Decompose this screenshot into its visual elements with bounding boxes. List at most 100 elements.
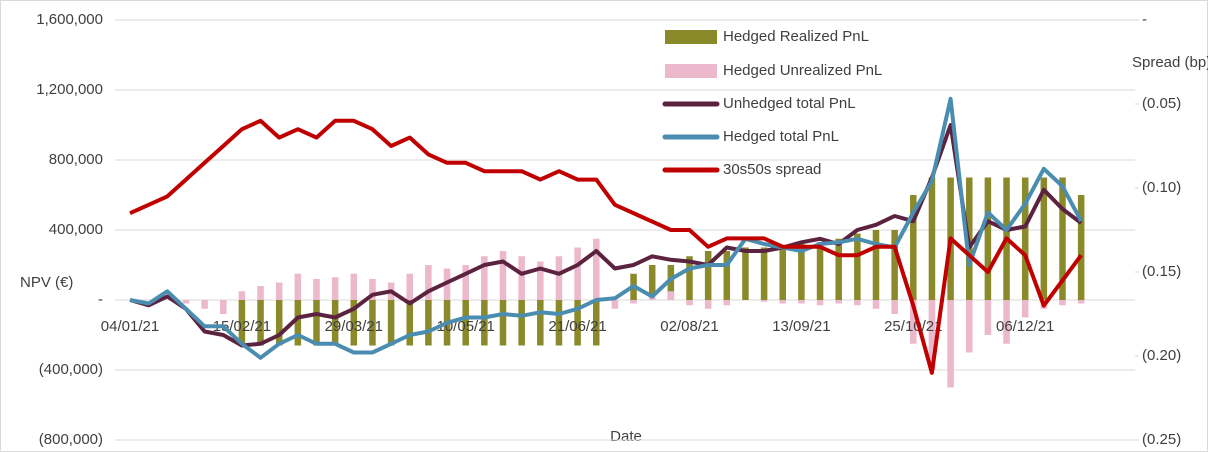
bar: [779, 247, 787, 300]
bar: [462, 265, 469, 300]
y2-tick-label: (0.10): [1142, 179, 1181, 196]
bar: [742, 247, 749, 300]
bar: [798, 300, 805, 304]
bar: [425, 265, 432, 300]
y2-tick-label: (0.15): [1142, 263, 1181, 280]
bar: [518, 256, 525, 300]
bar: [835, 238, 842, 300]
x-tick-label: 21/06/21: [548, 318, 606, 335]
bar: [481, 256, 488, 300]
bar: [928, 177, 936, 300]
bar: [499, 251, 507, 300]
bar: [313, 279, 320, 300]
bar: [984, 177, 992, 300]
bar: [779, 300, 787, 304]
bar: [611, 300, 619, 309]
y-axis-label: NPV (€): [20, 274, 73, 291]
bar: [518, 300, 525, 346]
bar: [201, 300, 208, 309]
legend-label: 30s50s spread: [723, 161, 821, 178]
bar: [574, 300, 581, 346]
bar: [574, 247, 581, 300]
bar: [481, 300, 488, 346]
bar: [406, 300, 414, 346]
bar: [555, 256, 563, 300]
bar: [238, 291, 246, 300]
bar: [872, 230, 880, 300]
bar: [257, 286, 264, 300]
legend-label: Hedged Unrealized PnL: [723, 62, 882, 79]
line-series: [129, 96, 1083, 360]
bar: [854, 233, 861, 300]
bar: [275, 300, 283, 346]
bar: [1059, 177, 1066, 300]
y2-axis-label: Spread (bp): [1132, 54, 1208, 71]
bar: [910, 195, 917, 300]
bar: [369, 279, 376, 300]
y2-tick-label: (0.20): [1142, 347, 1181, 364]
bar: [648, 265, 656, 300]
bar: [425, 300, 432, 346]
bar: [1021, 177, 1029, 300]
legend-label: Hedged total PnL: [723, 128, 839, 145]
bar: [1040, 177, 1048, 300]
bar: [630, 300, 637, 304]
y2-tick-label: (0.25): [1142, 431, 1181, 448]
bar: [891, 300, 898, 314]
bar: [816, 242, 824, 300]
x-tick-label: 29/03/21: [325, 318, 383, 335]
bar: [928, 300, 936, 370]
legend-label: Unhedged total PnL: [723, 95, 856, 112]
bar: [854, 300, 861, 306]
x-tick-label: 13/09/21: [772, 318, 830, 335]
bar: [1059, 300, 1066, 306]
x-tick-label: 04/01/21: [101, 318, 159, 335]
legend-swatch: [665, 64, 717, 78]
bar: [387, 300, 395, 346]
y-tick-label: 1,600,000: [36, 11, 103, 28]
bar: [1077, 195, 1085, 300]
bar: [910, 300, 917, 344]
bar: [947, 300, 954, 388]
x-axis-label: Date: [610, 428, 642, 445]
bar: [723, 251, 731, 300]
bar: [1021, 300, 1029, 318]
bar: [537, 261, 544, 300]
bar: [294, 300, 302, 346]
bar: [537, 300, 544, 346]
bar: [667, 265, 675, 300]
bar: [1077, 300, 1085, 304]
y-tick-label: 1,200,000: [36, 81, 103, 98]
y-tick-label: -: [98, 291, 103, 308]
y-tick-label: 800,000: [49, 151, 103, 168]
bar: [555, 300, 563, 346]
bar: [760, 300, 768, 302]
bar: [872, 300, 880, 309]
bar: [704, 251, 712, 300]
bar: [965, 300, 973, 353]
bar: [723, 300, 731, 306]
x-tick-label: 06/12/21: [996, 318, 1054, 335]
bar: [592, 238, 600, 300]
bar: [219, 300, 227, 314]
y-tick-label: 400,000: [49, 221, 103, 238]
x-tick-label: 25/10/21: [884, 318, 942, 335]
x-tick-label: 10/05/21: [437, 318, 495, 335]
bar: [891, 230, 898, 300]
bar: [350, 273, 358, 300]
line-series: [129, 118, 1083, 375]
y-tick-label: (800,000): [39, 431, 103, 448]
x-tick-label: 02/08/21: [660, 318, 718, 335]
legend-label: Hedged Realized PnL: [723, 28, 869, 45]
bar: [182, 300, 190, 304]
bar: [462, 300, 469, 346]
y-tick-label: (400,000): [39, 361, 103, 378]
bar: [686, 300, 693, 306]
bar: [499, 300, 507, 346]
bar: [294, 273, 302, 300]
bar: [760, 247, 768, 300]
y2-tick-label: (0.05): [1142, 95, 1181, 112]
bar: [835, 300, 842, 304]
legend-swatch: [665, 30, 717, 44]
